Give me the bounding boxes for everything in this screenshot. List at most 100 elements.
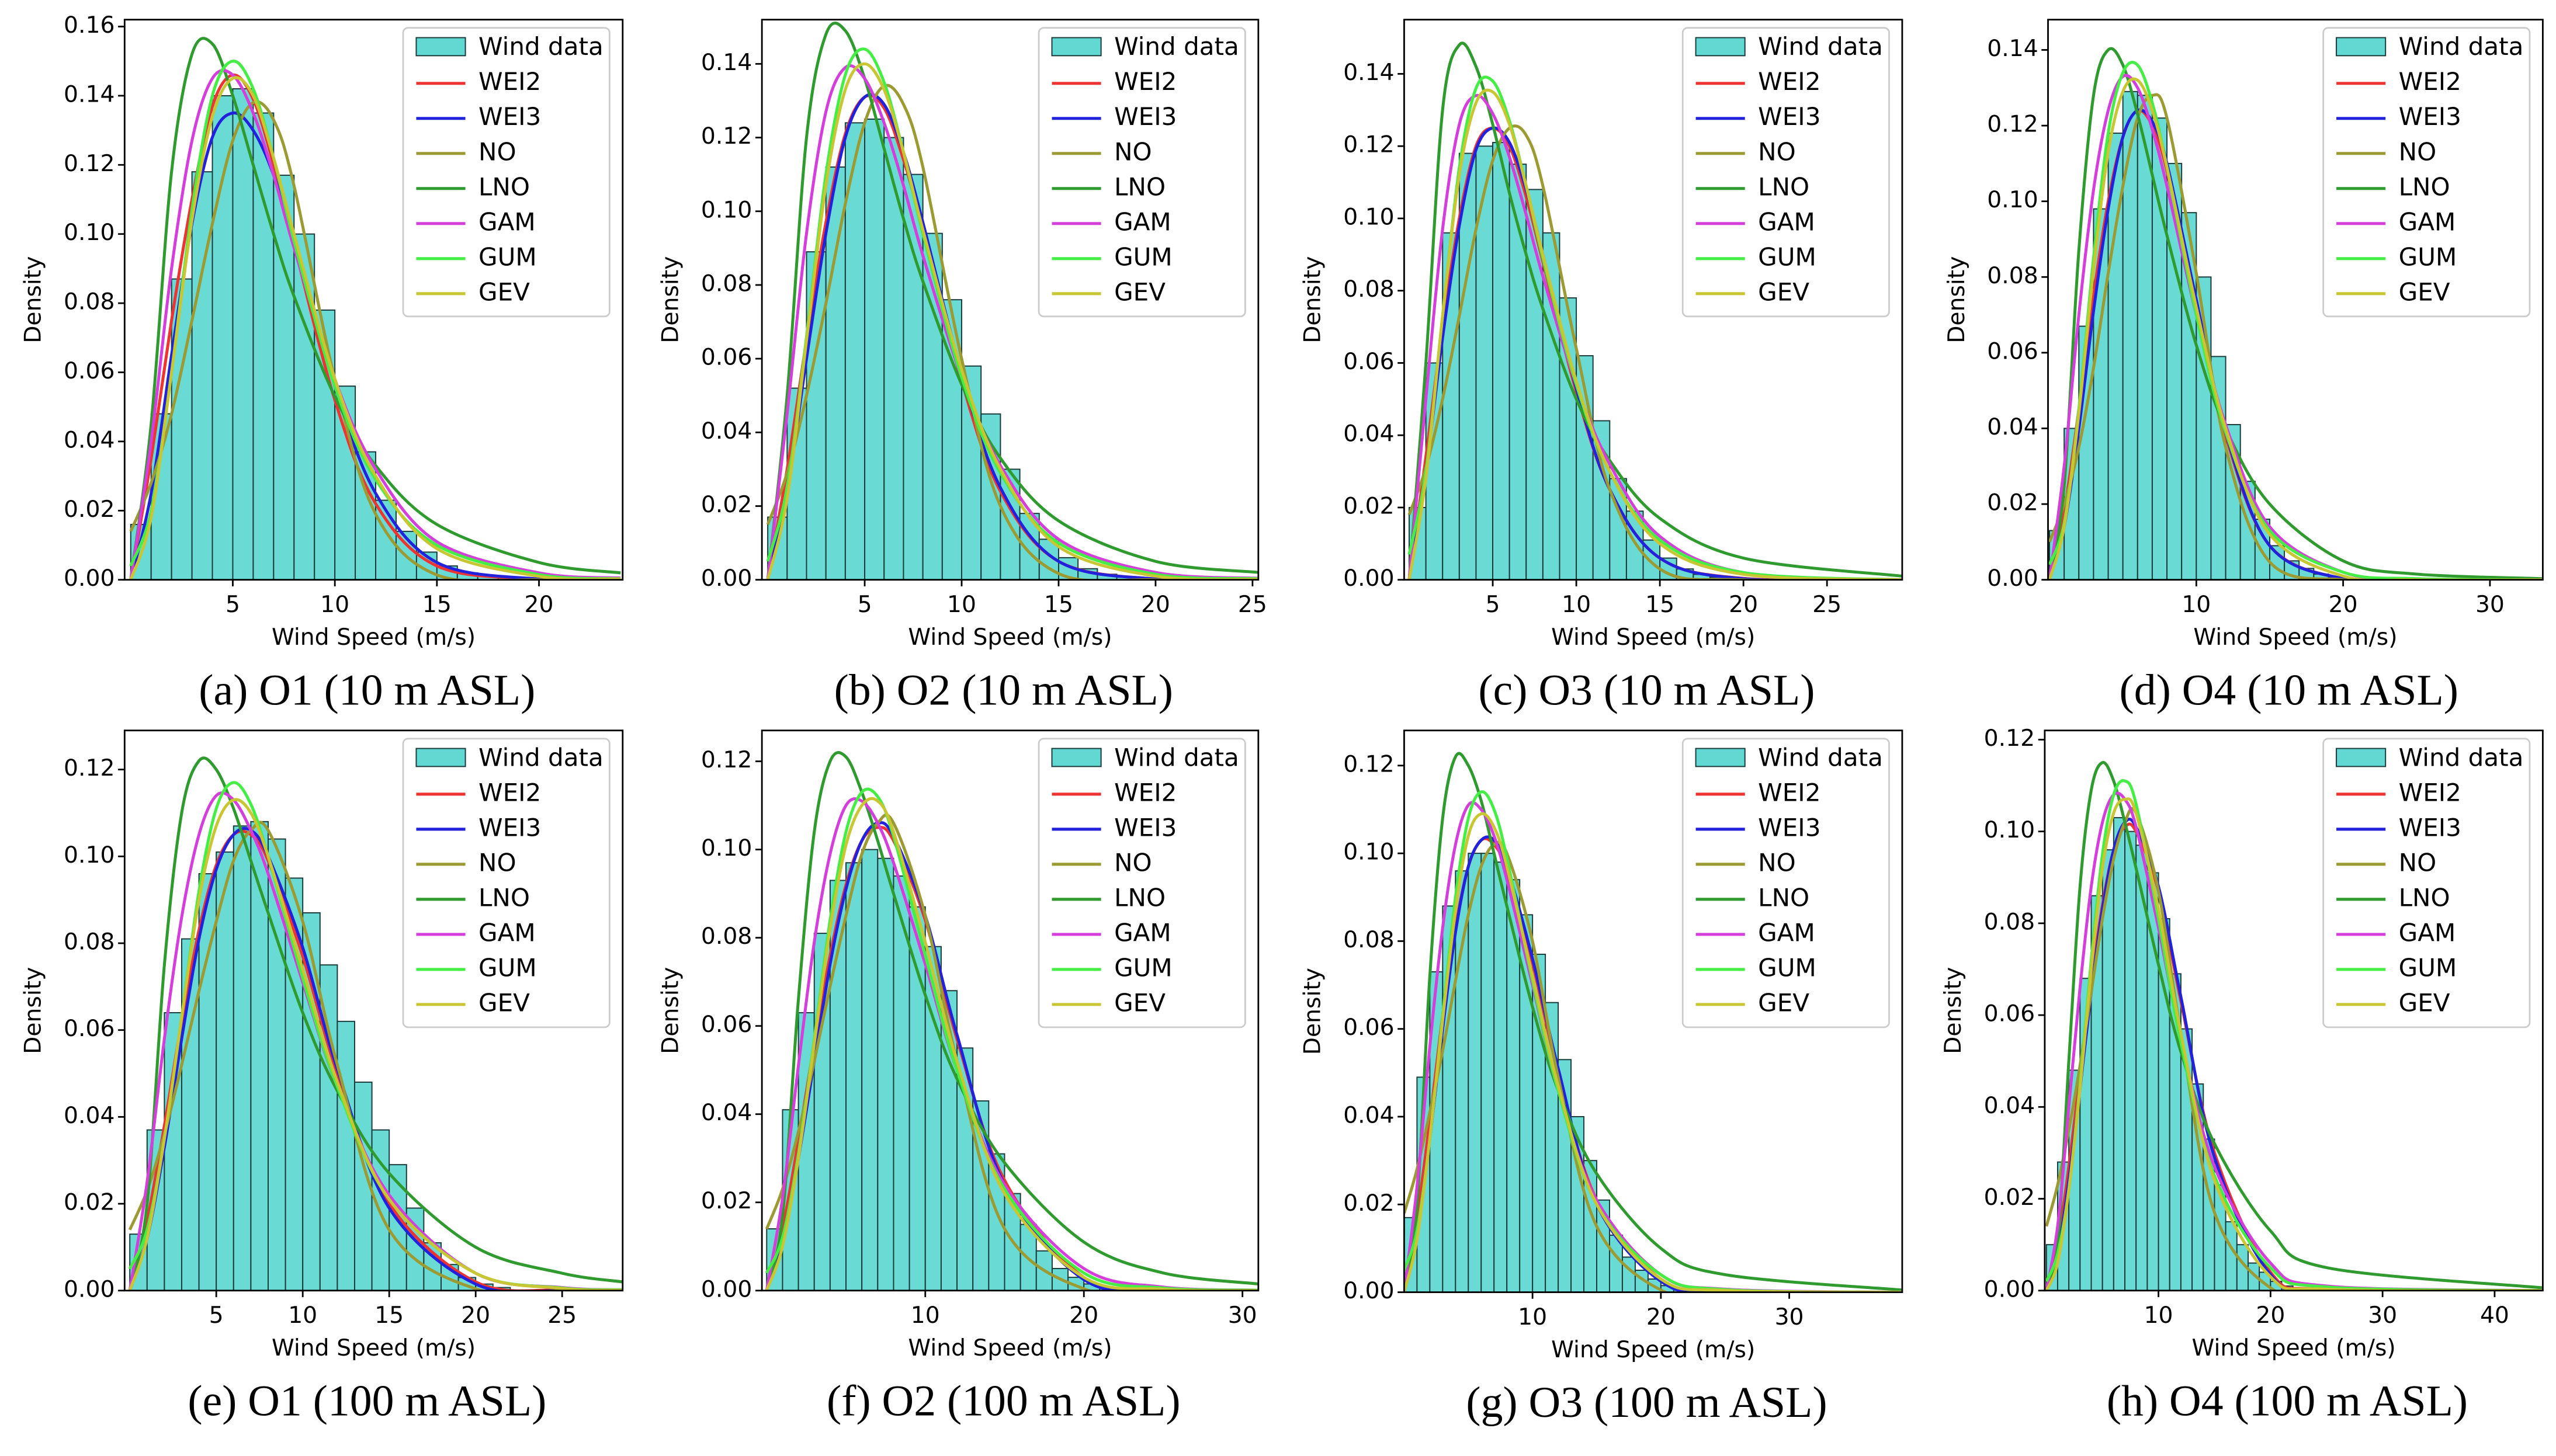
legend-label: WEI3 [478,813,541,842]
legend: Wind data WEI2 WEI3 NO LNO GAM GUM GEV [1681,738,1890,1028]
histogram-bar [877,857,894,1291]
legend-swatch [1051,748,1102,767]
y-tick-label: 0.08 [701,923,752,950]
fit-curve [129,73,621,580]
y-tick-label: 0.08 [64,289,115,315]
y-tick-label: 0.14 [1343,60,1394,86]
legend-label: NO [2399,848,2437,877]
x-tick-label: 10 [2182,592,2211,618]
panel-caption: (f) O2 (100 m ASL) [827,1377,1181,1425]
legend-swatch [1695,748,1746,767]
y-axis-label: Density [657,256,684,343]
legend-label: WEI3 [1758,813,1820,842]
plot-frame [761,729,1260,1292]
y-tick-label: 0.04 [1987,414,2038,440]
x-tick-label: 10 [1518,1304,1547,1330]
panel-caption: (e) O1 (100 m ASL) [188,1377,546,1425]
legend-label: Wind data [1758,743,1883,772]
legend-swatch [415,748,466,767]
x-tick-label: 30 [2475,592,2505,618]
legend-label: WEI2 [1758,67,1820,96]
panel-caption: (h) O4 (100 m ASL) [2107,1377,2468,1425]
legend-label: GUM [1114,953,1173,982]
y-tick-label: 0.14 [701,50,752,76]
x-axis-label: Wind Speed (m/s) [2192,1335,2396,1361]
x-tick-label: 5 [226,592,240,618]
panel: 0.00 0.02 0.04 0.06 0.08 0.10 0.12 0.14 5 10 15 20 2… [657,19,1267,714]
x-tick-label: 20 [1646,1304,1676,1330]
x-tick-label: 20 [1141,592,1170,618]
legend: Wind data WEI2 WEI3 NO LNO GAM GUM GEV [1681,27,1890,318]
histogram-bar [2122,91,2138,580]
legend-label: LNO [1758,172,1809,201]
histogram-bar [2225,1221,2238,1291]
y-tick-label: 0.00 [1987,565,2038,592]
legend-label: NO [1758,848,1796,877]
fit-curve [2045,791,2543,1291]
y-axis-label: Density [1300,256,1326,343]
y-axis-label: Density [1940,967,1967,1054]
x-axis-label: Wind Speed (m/s) [2193,624,2397,651]
y-axis-label: Density [657,967,684,1054]
y-tick-label: 0.02 [1987,490,2038,516]
fit-curve [2048,47,2543,580]
legend-label: GAM [1114,207,1171,236]
y-tick-label: 0.04 [64,427,115,453]
y-tick-label: 0.06 [1984,1001,2035,1027]
histogram-bar [1621,1256,1636,1292]
x-tick-label: 10 [320,592,349,618]
y-tick-label: 0.00 [1984,1276,2035,1302]
panel: 0.00 0.02 0.04 0.06 0.08 0.10 0.12 10 20 30 Wind S… [657,729,1260,1425]
histogram-bar [1492,142,1510,580]
plot-frame [123,19,624,581]
y-tick-label: 0.12 [1984,725,2035,752]
fit-curve [766,22,1258,580]
x-tick-label: 5 [209,1302,224,1329]
fit-curve [1407,124,1902,580]
legend-label: Wind data [1114,743,1239,772]
legend-label: WEI2 [2399,778,2461,807]
x-tick-label: 30 [1775,1304,1804,1330]
histogram-bar [825,166,846,580]
y-tick-label: 0.08 [701,270,752,297]
legend-label: GAM [478,918,536,947]
y-axis-label: Density [1300,968,1326,1055]
panel-caption: (d) O4 (10 m ASL) [2120,666,2458,714]
x-tick-label: 20 [2256,1302,2285,1329]
y-tick-label: 0.06 [64,358,115,384]
legend-label: WEI3 [478,102,541,131]
histogram-bar [2113,817,2126,1291]
x-axis-label: Wind Speed (m/s) [272,624,476,651]
legend-label: Wind data [2399,743,2524,772]
y-axis-label: Density [1944,256,1970,343]
fit-curve [2045,761,2543,1291]
x-tick-label: 15 [1645,592,1674,618]
legend: Wind data WEI2 WEI3 NO LNO GAM GUM GEV [2322,27,2531,318]
fit-curve [1404,840,1902,1292]
legend-swatch [2336,37,2387,57]
panel-caption: (b) O2 (10 m ASL) [834,666,1173,714]
y-tick-label: 0.04 [1343,421,1394,447]
legend-box [1038,27,1246,318]
legend-box [1681,27,1890,318]
legend-label: GEV [2399,277,2450,306]
y-tick-label: 0.12 [1987,112,2038,138]
panel: 0.00 0.02 0.04 0.06 0.08 0.10 0.12 5 10 15 20 25 Win… [20,729,624,1425]
y-tick-label: 0.00 [701,565,752,592]
legend-label: NO [478,137,516,166]
fit-curve [766,62,1258,580]
x-tick-label: 20 [1729,592,1758,618]
legend-label: WEI3 [2399,813,2461,842]
y-axis-label: Density [20,256,47,343]
legend-label: GUM [2399,953,2457,982]
x-tick-label: 30 [2368,1302,2397,1329]
fit-curve [1407,41,1902,580]
histogram-bar [250,821,269,1291]
y-tick-label: 0.08 [1343,927,1394,953]
y-tick-label: 0.00 [1343,565,1394,592]
legend-box [2322,27,2531,318]
y-tick-label: 0.10 [1987,187,2038,213]
y-tick-label: 0.08 [1984,909,2035,935]
plot-frame [2044,729,2544,1292]
